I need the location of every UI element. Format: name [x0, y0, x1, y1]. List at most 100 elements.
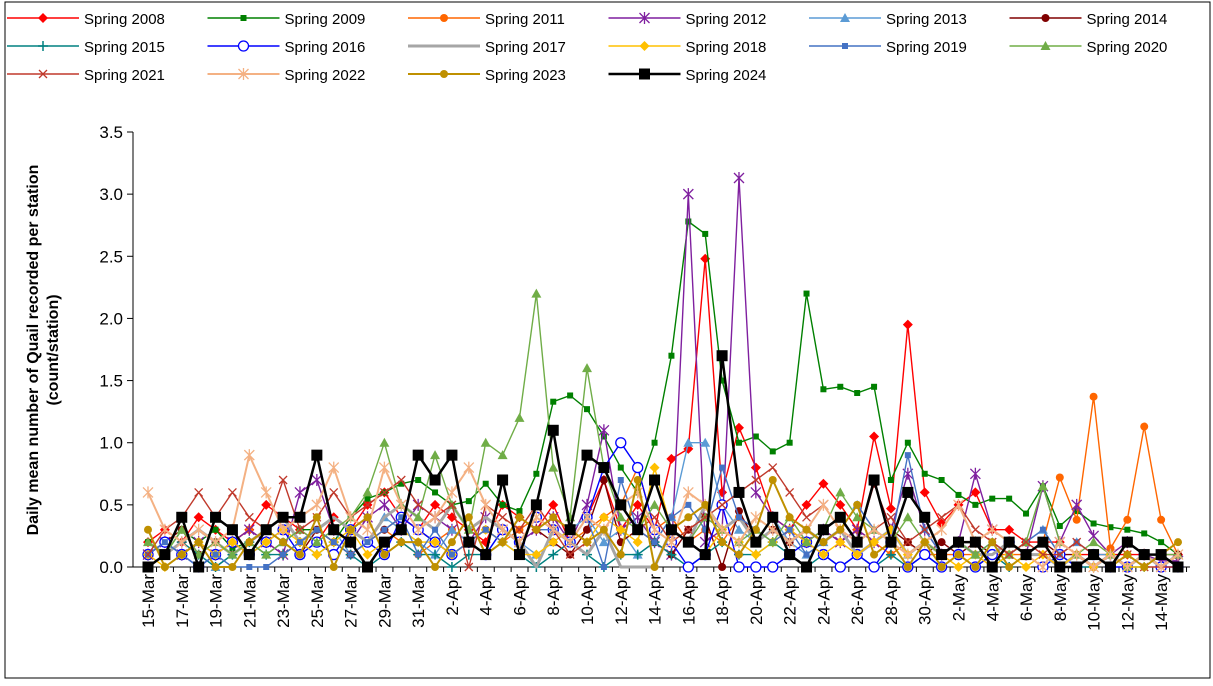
marker — [632, 549, 643, 560]
marker — [210, 536, 222, 549]
marker — [1088, 537, 1099, 547]
marker — [429, 511, 441, 524]
marker — [750, 536, 762, 548]
marker — [733, 171, 745, 184]
marker — [854, 390, 861, 396]
marker — [430, 549, 441, 560]
marker — [750, 549, 761, 560]
marker — [1121, 561, 1133, 573]
marker — [852, 512, 863, 522]
marker — [835, 487, 846, 497]
marker — [515, 513, 524, 522]
marker — [683, 525, 693, 535]
marker — [38, 69, 48, 79]
marker — [817, 524, 829, 536]
marker — [1072, 537, 1082, 547]
marker — [1072, 515, 1081, 524]
x-tick-label: 17-Mar — [173, 574, 192, 628]
x-tick-label: 2-Apr — [443, 574, 462, 616]
marker — [1106, 544, 1115, 553]
marker — [598, 537, 609, 547]
marker — [380, 550, 389, 559]
marker — [767, 511, 779, 523]
legend-item: Spring 2022 — [207, 67, 365, 84]
marker — [921, 470, 928, 477]
marker — [1004, 550, 1014, 560]
marker — [161, 539, 168, 546]
marker — [733, 536, 745, 549]
marker — [1104, 561, 1116, 573]
marker — [701, 500, 710, 509]
legend-label: Spring 2018 — [686, 39, 767, 56]
marker — [415, 551, 422, 558]
marker — [955, 491, 962, 498]
y-tick-label: 3.0 — [99, 185, 123, 204]
x-tick-label: 26-Apr — [848, 574, 867, 625]
marker — [836, 525, 845, 534]
x-tick-label: 15-Mar — [139, 574, 158, 628]
marker — [176, 536, 188, 549]
marker — [363, 513, 372, 522]
marker — [598, 512, 609, 523]
marker — [768, 476, 777, 484]
marker — [817, 498, 829, 511]
marker — [446, 562, 457, 572]
x-tick-label: 6-Apr — [510, 574, 529, 616]
marker — [903, 537, 913, 547]
marker — [617, 464, 624, 471]
legend-label: Spring 2020 — [1087, 39, 1168, 56]
marker — [632, 537, 643, 548]
marker — [699, 549, 711, 561]
marker — [1054, 561, 1066, 573]
marker — [632, 461, 644, 474]
marker — [902, 548, 914, 561]
marker — [564, 536, 576, 549]
marker — [463, 536, 475, 548]
marker — [311, 449, 323, 461]
marker — [668, 514, 675, 521]
marker — [345, 511, 357, 524]
marker — [1041, 14, 1050, 22]
marker — [786, 439, 793, 446]
y-tick-label: 1.5 — [99, 372, 123, 391]
x-tick-label: 22-Apr — [781, 574, 800, 625]
marker — [243, 449, 255, 462]
marker — [548, 499, 559, 510]
marker — [969, 467, 981, 480]
y-tick-label: 2.0 — [99, 309, 123, 328]
marker — [193, 561, 205, 573]
marker — [294, 486, 306, 499]
marker — [143, 537, 153, 547]
marker — [1138, 549, 1150, 561]
marker — [986, 561, 998, 573]
marker — [970, 549, 981, 559]
marker — [600, 564, 607, 570]
marker — [1174, 538, 1182, 547]
marker — [582, 363, 593, 373]
marker — [211, 563, 220, 571]
marker — [885, 536, 897, 548]
marker — [1054, 536, 1066, 549]
y-tick-label: 3.5 — [99, 123, 123, 142]
marker — [364, 495, 371, 502]
marker — [1157, 515, 1166, 524]
marker — [1038, 550, 1048, 560]
x-tick-label: 14-Apr — [646, 574, 665, 625]
x-tick-label: 14-May — [1152, 574, 1171, 631]
marker — [936, 523, 948, 536]
marker — [547, 523, 559, 536]
marker — [615, 512, 626, 522]
marker — [1004, 524, 1015, 535]
marker — [1071, 498, 1083, 511]
marker — [639, 12, 650, 24]
marker — [616, 550, 625, 559]
marker — [413, 500, 423, 510]
marker — [279, 538, 288, 547]
marker — [818, 478, 829, 489]
marker — [885, 549, 896, 560]
marker — [751, 475, 761, 485]
marker — [311, 498, 323, 511]
marker — [919, 548, 931, 561]
marker — [226, 524, 238, 536]
